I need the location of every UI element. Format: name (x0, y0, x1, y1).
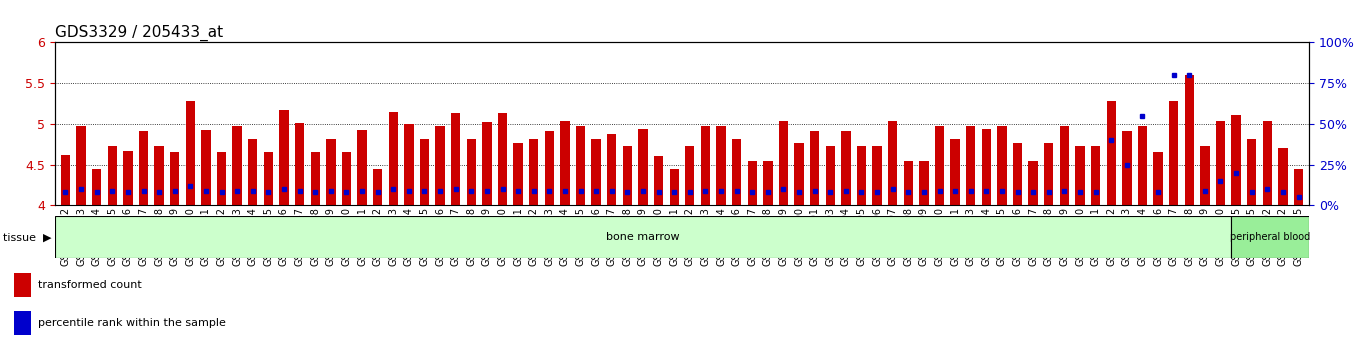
Bar (529, 138, 539, 205)
Bar (14, 311, 30, 335)
Bar (61, 155, 70, 205)
Bar (76, 126, 86, 205)
Bar (202, 130, 210, 205)
Bar (951, 138, 960, 205)
Bar (232, 126, 241, 205)
Bar (1060, 126, 1069, 205)
Bar (716, 126, 726, 205)
Bar (108, 146, 117, 205)
Bar (779, 121, 788, 205)
Text: transformed count: transformed count (38, 280, 142, 290)
Bar (263, 152, 273, 205)
Bar (1123, 131, 1132, 205)
FancyBboxPatch shape (55, 216, 1230, 258)
Bar (1200, 146, 1210, 205)
Bar (1169, 101, 1178, 205)
Text: percentile rank within the sample: percentile rank within the sample (38, 318, 225, 328)
Bar (825, 146, 835, 205)
Bar (1278, 148, 1288, 205)
Bar (483, 122, 491, 205)
Bar (576, 126, 585, 205)
Bar (592, 138, 600, 205)
Bar (123, 151, 132, 205)
Bar (888, 121, 898, 205)
Bar (217, 152, 226, 205)
Bar (1091, 146, 1101, 205)
Bar (420, 138, 430, 205)
Bar (186, 101, 195, 205)
Bar (997, 126, 1007, 205)
Bar (810, 131, 820, 205)
FancyBboxPatch shape (1230, 216, 1309, 258)
Bar (280, 110, 289, 205)
Bar (873, 146, 881, 205)
Bar (794, 143, 803, 205)
Bar (857, 146, 866, 205)
Bar (1106, 101, 1116, 205)
Bar (1154, 152, 1162, 205)
Bar (934, 126, 944, 205)
Bar (1013, 143, 1022, 205)
Bar (154, 146, 164, 205)
Bar (1232, 115, 1241, 205)
Bar (544, 131, 554, 205)
Bar (326, 138, 336, 205)
Bar (764, 161, 772, 205)
Bar (1043, 143, 1053, 205)
Bar (1075, 146, 1084, 205)
Bar (1215, 121, 1225, 205)
Bar (139, 131, 149, 205)
Bar (451, 113, 461, 205)
Bar (842, 131, 851, 205)
Bar (1028, 161, 1038, 205)
Bar (732, 138, 741, 205)
Bar (653, 156, 663, 205)
Bar (966, 126, 975, 205)
Bar (982, 129, 992, 205)
Text: GDS3329 / 205433_at: GDS3329 / 205433_at (55, 25, 222, 41)
Text: bone marrow: bone marrow (606, 232, 679, 242)
Bar (638, 129, 648, 205)
Bar (903, 161, 913, 205)
Bar (404, 124, 413, 205)
Bar (248, 138, 258, 205)
Bar (14, 273, 30, 297)
Bar (919, 161, 929, 205)
Bar (701, 126, 711, 205)
Bar (372, 170, 382, 205)
Bar (747, 161, 757, 205)
Bar (357, 130, 367, 205)
Bar (311, 152, 321, 205)
Bar (561, 121, 570, 205)
Bar (389, 112, 398, 205)
Text: tissue  ▶: tissue ▶ (3, 232, 52, 242)
Bar (466, 138, 476, 205)
Bar (295, 123, 304, 205)
Bar (670, 170, 679, 205)
Bar (1184, 75, 1194, 205)
Bar (170, 152, 180, 205)
Bar (1247, 138, 1256, 205)
Bar (1263, 121, 1273, 205)
Bar (435, 126, 445, 205)
Bar (607, 135, 617, 205)
Bar (342, 152, 351, 205)
Bar (623, 146, 632, 205)
Bar (685, 146, 694, 205)
Bar (513, 143, 522, 205)
Bar (91, 170, 101, 205)
Text: peripheral blood: peripheral blood (1230, 232, 1311, 242)
Bar (1138, 126, 1147, 205)
Bar (498, 113, 507, 205)
Bar (1294, 170, 1303, 205)
